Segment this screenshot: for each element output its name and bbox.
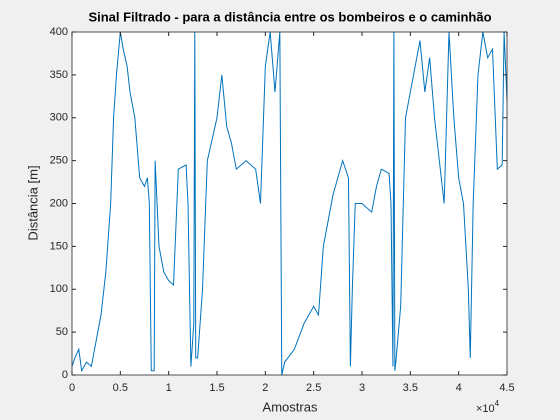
x-tick-label: 0 (69, 382, 75, 394)
x-tick-label: 3.5 (403, 382, 418, 394)
y-tick-label: 400 (50, 26, 68, 38)
x-tick-label: 1 (166, 382, 172, 394)
x-tick-label: 2.5 (306, 382, 321, 394)
y-tick-label: 150 (50, 240, 68, 252)
axes-box (71, 31, 508, 376)
x-tick-label: 1.5 (209, 382, 224, 394)
x-multiplier-exponent: 4 (495, 399, 500, 408)
x-multiplier: ×104 (476, 399, 500, 415)
x-tick-label: 2 (262, 382, 268, 394)
y-axis-label: Distância [m] (25, 165, 40, 240)
y-tick-label: 50 (56, 326, 68, 338)
x-tick-label: 4 (456, 382, 462, 394)
plot-area (72, 32, 507, 375)
x-axis-label: Amostras (263, 399, 318, 414)
y-tick-label: 350 (50, 69, 68, 81)
y-tick-label: 300 (50, 112, 68, 124)
y-tick-label: 200 (50, 197, 68, 209)
chart-title: Sinal Filtrado - para a distância entre … (88, 9, 491, 24)
y-tick-label: 100 (50, 283, 68, 295)
x-tick-label: 3 (359, 382, 365, 394)
y-tick-label: 250 (50, 155, 68, 167)
y-tick-label: 0 (62, 369, 68, 381)
x-tick-label: 0.5 (113, 382, 128, 394)
x-tick-label: 4.5 (499, 382, 514, 394)
x-multiplier-base: ×10 (476, 403, 495, 415)
data-line (72, 32, 507, 375)
